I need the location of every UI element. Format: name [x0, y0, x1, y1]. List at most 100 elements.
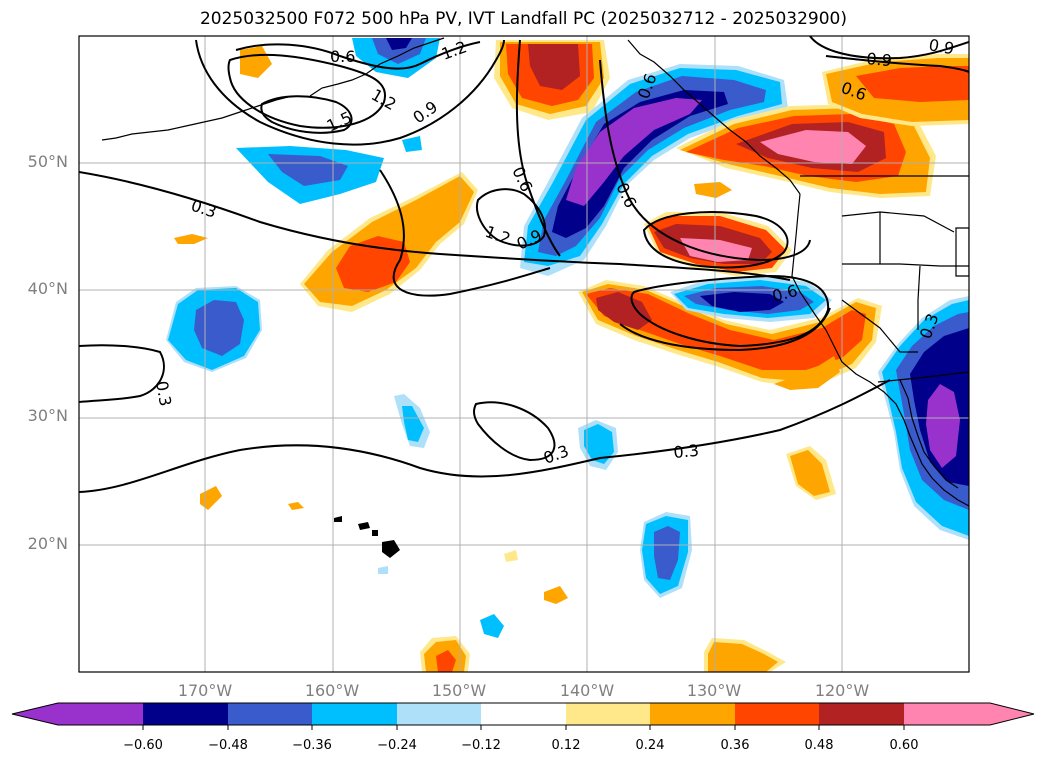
ivt-positive-region — [856, 66, 969, 102]
pv-contour-0.9 — [379, 169, 551, 297]
island — [382, 540, 400, 558]
pv-contour-1.2 — [642, 211, 789, 269]
ivt-positive-region — [288, 502, 304, 510]
lat-label-30n: 30°N — [27, 406, 68, 425]
ivt-positive-region — [680, 238, 752, 262]
lon-label-150w: 150°W — [431, 681, 487, 700]
contour-label: 0.3 — [152, 379, 175, 407]
pv-contour-0.9 — [195, 39, 505, 146]
pv-contour-0.6 — [235, 41, 481, 70]
contour-label: 0.9 — [927, 35, 955, 58]
ivt-positive-region — [436, 650, 456, 672]
ivt-positive-region — [596, 292, 652, 330]
border-state — [842, 263, 969, 267]
colorbar-tick-label: 0.48 — [804, 738, 834, 753]
colorbar-extend-max — [990, 703, 1034, 725]
ivt-negative-region — [268, 154, 348, 186]
pv-contour-0.3 — [79, 379, 891, 493]
lon-label-140w: 140°W — [559, 681, 615, 700]
colorbar-tick-label: −0.48 — [208, 738, 248, 753]
lat-label-20n: 20°N — [27, 534, 68, 553]
pv-contour-0.3 — [79, 171, 791, 281]
border-state — [841, 299, 918, 353]
ivt-positive-region — [790, 450, 830, 496]
colorbar-tick-label: −0.36 — [292, 738, 332, 753]
colorbar-extend-min — [12, 703, 58, 725]
pv-contour-0.6 — [825, 55, 969, 73]
alaska-coastline — [309, 37, 445, 97]
gridlines — [79, 36, 969, 672]
pv-contour-0.3 — [79, 344, 165, 403]
colorbar-tick-label: −0.60 — [123, 738, 163, 753]
hawaii-islands — [334, 516, 400, 558]
ivt-negative-region — [584, 424, 614, 464]
colorbar-segment — [650, 703, 735, 725]
ivt-negative-region — [566, 98, 702, 206]
ivt-negative-region — [402, 406, 424, 442]
ivt-negative-region — [194, 300, 244, 356]
ivt-negative-region — [372, 38, 426, 64]
island — [334, 516, 342, 522]
lat-label-50n: 50°N — [27, 152, 68, 171]
contour-label: 0.6 — [330, 47, 355, 66]
contour-label: 0.9 — [866, 49, 893, 70]
ivt-negative-region — [926, 384, 960, 468]
colorbar-segment — [481, 703, 566, 725]
colorbar-segment — [312, 703, 397, 725]
border-state — [955, 227, 969, 277]
pv-contour-0.3 — [473, 401, 556, 462]
colorbar-segment — [228, 703, 312, 725]
colorbar-segment — [397, 703, 481, 725]
border-state — [841, 211, 955, 233]
us-west-coastline — [791, 193, 969, 507]
colorbar-tick-label: 0.36 — [720, 738, 750, 753]
lat-label-40n: 40°N — [27, 279, 68, 298]
lon-label-130w: 130°W — [686, 681, 742, 700]
island — [358, 522, 370, 530]
lon-label-170w: 170°W — [177, 681, 233, 700]
colorbar-tick-label: 0.12 — [551, 738, 581, 753]
pv-contour-0.9 — [809, 36, 969, 60]
colorbar-segment — [904, 703, 990, 725]
ivt-positive-region — [774, 356, 840, 390]
colorbar-tick-label: −0.24 — [377, 738, 417, 753]
colorbar-tick-label: 0.60 — [889, 738, 919, 753]
ivt-negative-region — [378, 566, 388, 574]
ivt-negative-region — [654, 526, 680, 580]
pv-contour-1.2 — [476, 188, 546, 247]
ivt-positive-region — [504, 550, 518, 562]
contour-label: 0.3 — [673, 441, 700, 462]
ivt-positive-region — [544, 586, 568, 604]
colorbar-segment — [58, 703, 143, 725]
colorbar-segment — [143, 703, 228, 725]
colorbar — [11, 702, 1035, 730]
pv-contour-0.6 — [515, 39, 561, 257]
ivt-negative-region — [552, 90, 728, 238]
colorbar-tick-label: 0.24 — [635, 738, 665, 753]
colorbar-outline — [11, 702, 1035, 726]
colorbar-tick-label: −0.12 — [461, 738, 501, 753]
lon-label-120w: 120°W — [814, 681, 870, 700]
pv-contour-0.9 — [619, 307, 831, 352]
pv-contour-1.5 — [260, 95, 353, 134]
ivt-positive-region — [586, 288, 866, 370]
baja-coastline — [899, 379, 959, 489]
colorbar-segment — [566, 703, 650, 725]
colorbar-segment — [819, 703, 904, 725]
pv-contours — [79, 36, 969, 493]
pv-contour-0.6 — [599, 59, 811, 262]
ivt-negative-region — [480, 614, 504, 638]
ivt-positive-region — [240, 46, 272, 78]
pv-contour-1.2 — [227, 53, 387, 129]
ivt-positive-region — [528, 44, 580, 90]
lon-label-160w: 160°W — [304, 681, 360, 700]
border-us-mexico — [877, 371, 969, 383]
ivt-positive-region — [694, 182, 732, 198]
map-frame — [78, 35, 970, 673]
colorbar-segment — [735, 703, 819, 725]
border-state — [917, 265, 921, 330]
ivt-positive-region — [708, 642, 778, 672]
bc-coastline — [627, 39, 801, 195]
map-title: 2025032500 F072 500 hPa PV, IVT Landfall… — [199, 9, 847, 29]
